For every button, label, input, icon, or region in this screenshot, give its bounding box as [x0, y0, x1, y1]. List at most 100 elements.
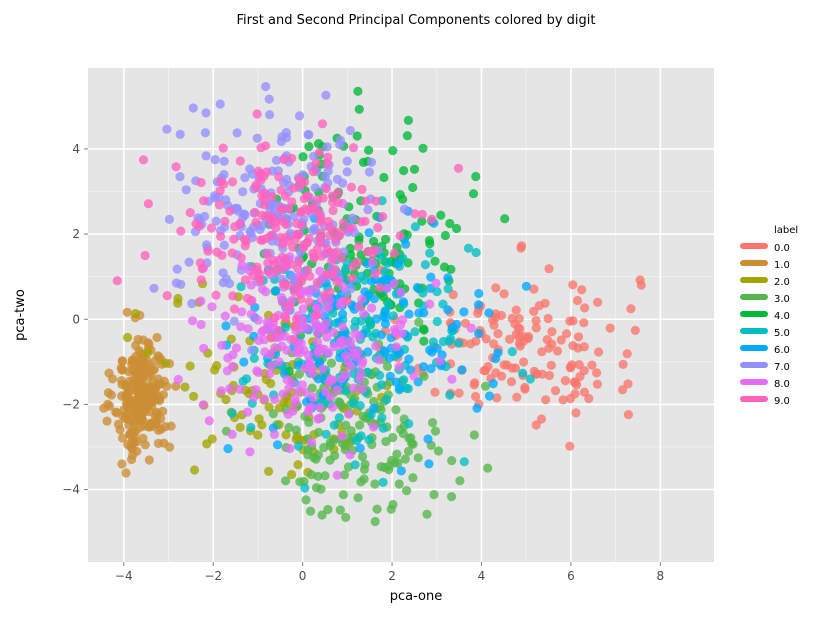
data-point [364, 228, 374, 238]
data-point [189, 391, 199, 401]
data-point [443, 273, 453, 283]
data-point [391, 342, 401, 352]
data-point [358, 356, 368, 366]
data-point [317, 510, 327, 520]
data-point [521, 281, 532, 291]
data-point [284, 422, 294, 433]
data-point [252, 133, 262, 143]
data-point [355, 420, 365, 430]
data-point [439, 262, 450, 272]
data-point [295, 477, 305, 487]
data-point [357, 184, 367, 194]
data-point [445, 390, 455, 400]
data-point [514, 314, 524, 324]
data-point [294, 257, 304, 267]
data-point [396, 287, 406, 298]
data-point [556, 335, 566, 345]
data-point [278, 389, 288, 399]
data-point [140, 250, 150, 261]
data-point [281, 219, 291, 229]
data-point [440, 230, 450, 241]
legend-swatch [740, 311, 768, 317]
data-point [432, 316, 442, 327]
data-point [229, 304, 239, 314]
data-point [347, 213, 358, 223]
data-point [212, 247, 222, 257]
data-point [396, 424, 406, 434]
data-point [270, 343, 280, 353]
data-point [394, 479, 404, 489]
data-point [342, 156, 352, 166]
data-point [348, 398, 358, 408]
data-point [484, 391, 495, 401]
data-point [368, 422, 379, 432]
data-point [565, 441, 575, 451]
data-point [392, 449, 402, 459]
x-tick-label: 4 [478, 569, 486, 583]
data-point [313, 374, 323, 384]
data-point [259, 188, 270, 198]
data-point [430, 256, 440, 266]
data-point [180, 382, 190, 392]
data-point [466, 323, 476, 333]
data-point [220, 311, 230, 321]
data-point [364, 167, 374, 177]
data-point [153, 425, 164, 435]
data-point [402, 131, 412, 141]
data-point [173, 374, 183, 385]
x-tick-label: 6 [567, 569, 575, 583]
data-point [419, 336, 429, 346]
data-point [368, 257, 378, 267]
data-point [377, 413, 387, 423]
data-point [185, 208, 195, 218]
data-point [531, 420, 541, 430]
data-point [332, 385, 342, 395]
data-point [505, 334, 515, 344]
data-point [334, 397, 344, 407]
data-point [296, 294, 306, 304]
data-point [514, 331, 524, 342]
data-point [483, 463, 493, 473]
data-point [382, 258, 393, 268]
data-point [269, 429, 279, 439]
data-point [127, 398, 137, 408]
y-axis-title: pca-two [13, 289, 28, 341]
data-point [537, 347, 547, 357]
data-point [506, 377, 517, 387]
data-point [355, 374, 365, 384]
data-point [194, 221, 204, 231]
data-point [253, 430, 263, 440]
data-point [263, 267, 273, 277]
data-point [261, 287, 271, 297]
data-point [353, 493, 363, 503]
data-point [207, 434, 217, 444]
data-point [419, 371, 429, 381]
data-point [388, 146, 398, 156]
data-point [221, 395, 231, 405]
data-point [294, 111, 305, 121]
data-point [253, 367, 263, 377]
data-point [447, 323, 457, 333]
x-tick-label: 0 [299, 569, 307, 583]
data-point [162, 291, 172, 301]
data-point [358, 157, 369, 167]
data-point [325, 441, 336, 451]
data-point [572, 295, 583, 306]
data-point [594, 347, 604, 357]
data-point [423, 434, 433, 444]
data-point [408, 182, 418, 193]
data-point [518, 368, 528, 378]
data-point [265, 110, 275, 120]
data-point [117, 356, 128, 366]
data-point [238, 376, 248, 386]
data-point [306, 402, 316, 412]
data-point [388, 432, 398, 443]
data-point [188, 103, 198, 113]
data-point [573, 332, 584, 342]
data-point [492, 393, 502, 403]
data-point [298, 152, 308, 162]
data-point [196, 319, 206, 330]
data-point [531, 323, 541, 333]
data-point [218, 268, 228, 278]
